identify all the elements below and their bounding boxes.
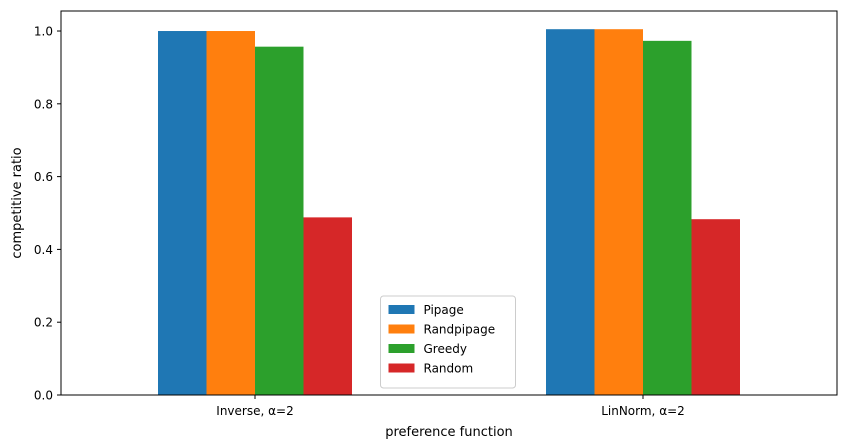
bar-randpipage-1: [594, 29, 643, 395]
legend-label-greedy: Greedy: [424, 342, 467, 356]
legend-label-pipage: Pipage: [424, 303, 464, 317]
y-tick-label: 1.0: [34, 25, 53, 39]
x-axis-label: preference function: [385, 425, 513, 440]
x-axis: Inverse, α=2 LinNorm, α=2: [216, 395, 685, 418]
bar-random-0: [303, 217, 352, 395]
bars-layer: [158, 29, 740, 396]
x-tick-label: LinNorm, α=2: [601, 404, 685, 418]
legend: Pipage Randpipage Greedy Random: [380, 295, 516, 389]
legend-swatch-randpipage: [388, 324, 415, 334]
bar-greedy-1: [643, 40, 692, 396]
legend-swatch-random: [388, 363, 415, 373]
bar-randpipage-0: [206, 31, 255, 396]
y-tick-label: 0.6: [34, 170, 53, 184]
legend-label-random: Random: [424, 362, 474, 376]
axes-frame: [60, 10, 838, 396]
x-tick-label: Inverse, α=2: [216, 404, 293, 418]
y-tick-label: 0.4: [34, 243, 53, 257]
bar-random-1: [691, 219, 740, 395]
legend-swatch-pipage: [388, 305, 415, 314]
bar-greedy-0: [255, 46, 304, 396]
y-tick-label: 0.0: [34, 389, 53, 403]
y-axis: 0.0 0.2 0.4 0.6 0.8 1.0: [34, 25, 61, 403]
y-tick-label: 0.8: [34, 97, 53, 111]
bar-pipage-1: [546, 29, 595, 395]
legend-label-randpipage: Randpipage: [424, 323, 496, 337]
y-tick-label: 0.2: [34, 316, 53, 330]
legend-swatch-greedy: [388, 344, 415, 353]
y-axis-label: competitive ratio: [10, 147, 25, 258]
bar-pipage-0: [158, 31, 207, 396]
